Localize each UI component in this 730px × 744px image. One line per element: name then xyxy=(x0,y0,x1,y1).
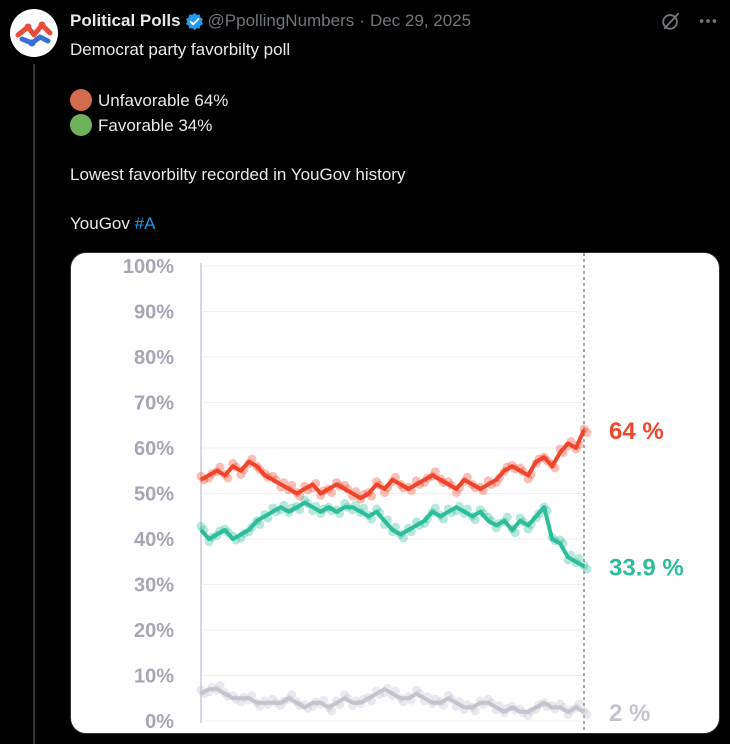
unfavorable-text: Unfavorable 64% xyxy=(98,91,229,110)
verified-badge-icon[interactable] xyxy=(185,12,204,31)
y-tick-label: 100% xyxy=(123,256,174,278)
y-tick-label: 60% xyxy=(134,438,174,460)
other-data-point xyxy=(411,685,421,695)
unfavorable-data-point xyxy=(523,474,533,484)
favorability-chart: 0% 10% 20% 30% 40% 50% 60% 70% 80% 90% 100% 64 % 33… xyxy=(123,253,684,733)
y-tick-label: 10% xyxy=(134,666,174,688)
green-circle-icon xyxy=(70,114,92,136)
y-tick-label: 30% xyxy=(134,575,174,597)
author-name[interactable]: Political Polls xyxy=(70,11,181,30)
y-tick-label: 70% xyxy=(134,393,174,415)
post-title-line: Democrat party favorbilty poll xyxy=(70,40,291,59)
political-polls-logo-icon xyxy=(11,10,57,56)
post-media-chart[interactable]: 0% 10% 20% 30% 40% 50% 60% 70% 80% 90% 100% 64 % 33… xyxy=(70,252,720,734)
y-tick-label: 0% xyxy=(145,711,174,733)
unfavorable-data-point xyxy=(451,488,461,498)
favorable-text: Favorable 34% xyxy=(98,116,213,135)
favorable-line: Favorable 34% xyxy=(70,114,212,136)
unfavorable-series-line xyxy=(200,428,586,501)
red-circle-icon xyxy=(70,89,92,111)
other-series-line xyxy=(200,687,585,714)
y-tick-label: 50% xyxy=(134,484,174,506)
source-text: YouGov xyxy=(70,214,130,233)
favorable-data-point xyxy=(582,564,592,574)
post-header: Political Polls @PpollingNumbers · Dec 2… xyxy=(70,10,471,32)
source-line: YouGov #A xyxy=(70,214,155,234)
unfavorable-end-label: 64 % xyxy=(609,418,664,445)
more-icon[interactable] xyxy=(696,10,720,32)
unfavorable-line: Unfavorable 64% xyxy=(70,89,228,111)
separator: · xyxy=(359,11,365,30)
y-tick-label: 20% xyxy=(134,620,174,642)
unfavorable-data-point xyxy=(380,488,390,498)
y-tick-label: 90% xyxy=(134,302,174,324)
author-handle[interactable]: @PpollingNumbers xyxy=(207,11,355,30)
chart-grid xyxy=(200,253,585,733)
other-data-point xyxy=(582,710,592,720)
favorable-series-line xyxy=(199,500,585,569)
y-tick-label: 40% xyxy=(134,529,174,551)
avatar[interactable] xyxy=(10,9,58,57)
y-tick-label: 80% xyxy=(134,347,174,369)
other-data-point xyxy=(340,690,350,700)
favorable-data-point xyxy=(196,521,206,531)
post-date[interactable]: Dec 29, 2025 xyxy=(369,11,472,30)
grok-icon[interactable] xyxy=(660,10,682,32)
favorable-data-point xyxy=(523,524,533,534)
other-end-label: 2 % xyxy=(609,700,650,727)
chart-series xyxy=(196,424,592,720)
hashtag-link[interactable]: #A xyxy=(134,214,156,233)
thread-line xyxy=(33,64,35,744)
chart-end-labels: 64 % 33.9 % 2 % xyxy=(609,418,684,727)
note-line: Lowest favorbilty recorded in YouGov his… xyxy=(70,165,406,184)
chart-y-ticks: 0% 10% 20% 30% 40% 50% 60% 70% 80% 90% 100% xyxy=(123,256,174,733)
favorable-end-label: 33.9 % xyxy=(609,554,684,581)
unfavorable-data-point xyxy=(236,469,246,479)
